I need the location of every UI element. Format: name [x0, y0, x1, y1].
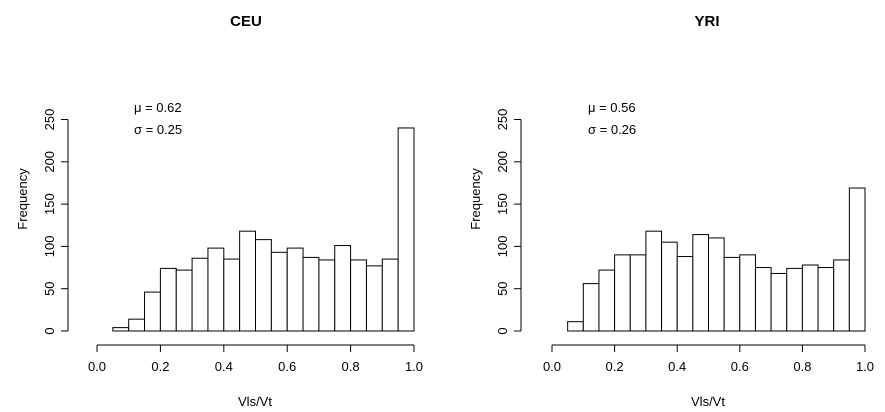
mu-annotation: μ = 0.62 — [134, 100, 182, 115]
histogram-bar — [723, 256, 741, 332]
y-axis-label: Frequency — [15, 168, 30, 230]
histogram-bar — [397, 127, 415, 332]
x-tick-label: 0.4 — [215, 359, 233, 374]
y-tick-label: 0 — [42, 327, 57, 334]
histogram-bar — [817, 267, 835, 332]
histogram-bar — [739, 254, 756, 332]
bars — [567, 187, 866, 332]
histogram-bar — [112, 327, 130, 332]
histogram-bar — [207, 247, 225, 332]
bars — [112, 127, 415, 332]
histogram-bar — [318, 259, 336, 332]
x-tick-label: 0.8 — [342, 359, 360, 374]
histogram-bar — [302, 256, 320, 332]
y-tick-label: 50 — [495, 281, 510, 295]
histogram-bar — [833, 259, 850, 332]
x-axis: 0.0 0.2 0.4 0.6 0.8 1.0 — [88, 344, 423, 374]
histogram-bar — [334, 245, 352, 332]
x-tick-label: 0.4 — [668, 359, 686, 374]
sigma-annotation: σ = 0.25 — [134, 122, 182, 137]
histogram-bar — [159, 267, 177, 332]
histogram-bar — [128, 318, 146, 332]
histogram-bar — [381, 258, 399, 332]
x-tick-label: 0.0 — [543, 359, 561, 374]
y-tick-label: 0 — [495, 327, 510, 334]
x-tick-label: 0.6 — [278, 359, 296, 374]
histogram-bar — [286, 247, 304, 332]
histogram-bar — [692, 234, 709, 332]
histogram-bar — [629, 254, 647, 332]
y-axis-label: Frequency — [468, 168, 483, 230]
y-tick-label: 150 — [42, 193, 57, 215]
y-tick-label: 250 — [495, 109, 510, 131]
y-tick-label: 150 — [495, 193, 510, 215]
chart-title: YRI — [694, 13, 719, 30]
histogram-bar — [223, 258, 241, 332]
histogram-bar — [614, 254, 631, 332]
sigma-annotation: σ = 0.26 — [588, 122, 636, 137]
histogram-bar — [567, 321, 584, 332]
histogram-bar — [239, 230, 256, 332]
histogram-bar — [582, 283, 600, 332]
x-axis-label: Vls/Vt — [691, 394, 725, 409]
x-tick-label: 0.0 — [88, 359, 106, 374]
y-axis: 0 50 100 150 200 250 — [495, 109, 522, 335]
y-tick-label: 50 — [42, 281, 57, 295]
x-tick-label: 0.2 — [151, 359, 169, 374]
histogram-bar — [191, 257, 209, 332]
y-axis: 0 50 100 150 200 250 — [42, 109, 69, 335]
histogram-bar — [770, 272, 788, 332]
histogram-bar — [144, 291, 161, 332]
histogram-bar — [754, 267, 772, 332]
x-axis-label: Vls/Vt — [238, 394, 272, 409]
histogram-bar — [645, 230, 663, 332]
x-tick-label: 0.2 — [606, 359, 624, 374]
chart-title: CEU — [230, 13, 262, 30]
histogram-bar — [255, 239, 272, 332]
histogram-bar — [598, 269, 616, 332]
histogram-bar — [801, 264, 819, 332]
y-tick-label: 200 — [495, 151, 510, 173]
x-tick-label: 1.0 — [405, 359, 423, 374]
x-tick-label: 0.8 — [793, 359, 811, 374]
histogram-bar — [270, 251, 288, 332]
x-tick-label: 0.6 — [731, 359, 749, 374]
mu-annotation: μ = 0.56 — [588, 100, 636, 115]
panel-yri: YRI μ = 0.56 σ = 0.26 Frequency Vls/Vt 0… — [468, 13, 874, 409]
y-tick-label: 100 — [42, 236, 57, 258]
histogram-bar — [676, 256, 694, 332]
histogram-bar — [786, 267, 803, 332]
x-tick-label: 1.0 — [856, 359, 874, 374]
y-tick-label: 200 — [42, 151, 57, 173]
histogram-bar — [848, 187, 866, 332]
y-tick-label: 250 — [42, 109, 57, 131]
histogram-bar — [175, 269, 193, 332]
panel-ceu: CEU μ = 0.62 σ = 0.25 Frequency Vls/Vt 0… — [15, 13, 423, 409]
x-axis: 0.0 0.2 0.4 0.6 0.8 1.0 — [543, 344, 874, 374]
histogram-bar — [708, 237, 725, 332]
y-tick-label: 100 — [495, 236, 510, 258]
histogram-bar — [661, 241, 678, 332]
histogram-bar — [350, 259, 367, 332]
histogram-bar — [365, 265, 383, 332]
